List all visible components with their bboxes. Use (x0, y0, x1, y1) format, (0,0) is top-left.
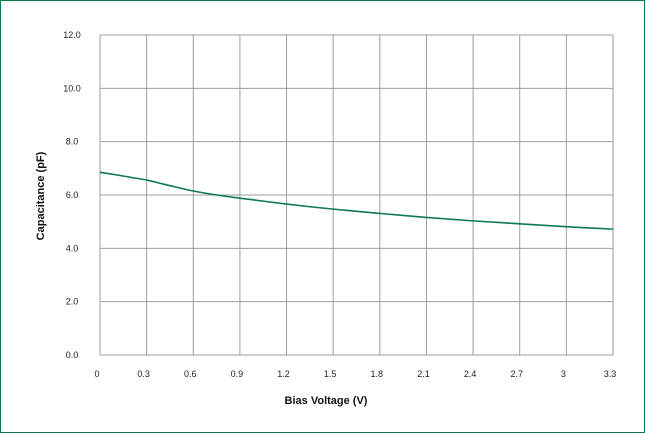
x-tick-label: 0.6 (184, 369, 197, 379)
x-tick-label: 0.3 (137, 369, 150, 379)
y-tick-labels: 0.0 2.0 4.0 6.0 8.0 10.0 12.0 (63, 30, 81, 360)
x-tick-labels: 0 0.3 0.6 0.9 1.2 1.5 1.8 2.1 2.4 2.7 3 3.3 (94, 369, 616, 379)
y-tick-label: 2.0 (66, 297, 79, 307)
y-tick-label: 4.0 (66, 243, 79, 253)
y-tick-label: 10.0 (63, 83, 81, 93)
x-tick-label: 0 (94, 369, 99, 379)
x-tick-label: 1.8 (371, 369, 384, 379)
series (99, 171, 614, 230)
x-tick-label: 2.4 (464, 369, 477, 379)
x-tick-label: 3 (561, 369, 566, 379)
y-tick-label: 12.0 (63, 30, 81, 40)
x-tick-label: 0.9 (231, 369, 244, 379)
x-tick-label: 1.2 (277, 369, 290, 379)
x-axis-label: Bias Voltage (V) (285, 395, 368, 407)
y-tick-label: 0.0 (66, 350, 79, 360)
x-tick-label: 3.3 (604, 369, 617, 379)
x-tick-label: 2.1 (417, 369, 430, 379)
x-tick-label: 1.5 (324, 369, 337, 379)
grid (99, 34, 614, 356)
y-tick-label: 6.0 (66, 190, 79, 200)
capacitance-curve (99, 171, 614, 230)
y-tick-label: 8.0 (66, 137, 79, 147)
y-axis-label: Capacitance (pF) (35, 151, 47, 240)
x-tick-label: 2.7 (510, 369, 523, 379)
